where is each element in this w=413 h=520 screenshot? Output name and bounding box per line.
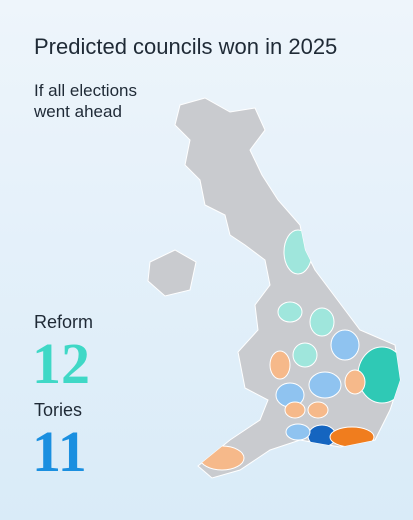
region-other xyxy=(307,401,329,419)
region-reform xyxy=(292,342,318,368)
region-tory xyxy=(330,329,360,361)
region-tory xyxy=(285,423,311,441)
northern-ireland xyxy=(147,249,197,297)
region-reform xyxy=(277,301,303,323)
region-other xyxy=(284,401,306,419)
region-tory xyxy=(308,371,342,399)
region-other xyxy=(344,369,366,395)
region-reform-strong xyxy=(357,346,400,404)
title: Predicted councils won in 2025 xyxy=(34,34,338,59)
party-name: Reform xyxy=(34,312,94,332)
region-other xyxy=(269,350,291,380)
great-britain xyxy=(174,97,401,479)
region-reform xyxy=(309,307,335,337)
party-count: 11 xyxy=(32,419,87,484)
region-other xyxy=(199,445,245,471)
region-reform xyxy=(283,229,313,275)
party-count: 12 xyxy=(32,331,90,396)
subtitle: If all elections went ahead xyxy=(34,81,137,121)
region-orange xyxy=(329,426,375,448)
party-name: Tories xyxy=(34,400,83,420)
council-regions xyxy=(199,229,400,471)
